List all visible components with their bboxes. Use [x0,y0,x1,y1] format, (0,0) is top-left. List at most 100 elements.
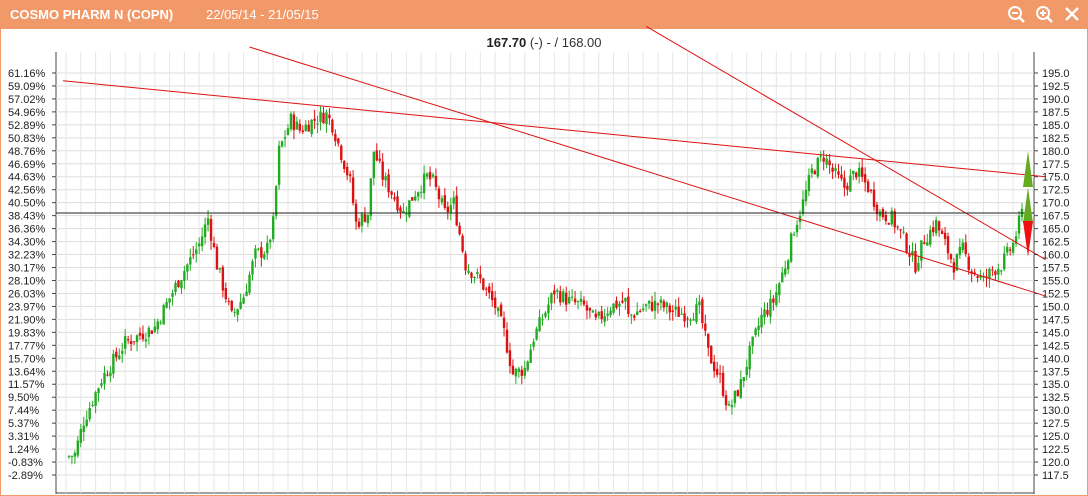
candle-body [627,296,630,315]
percent-tick-label: 3.31% [8,431,39,443]
candle-body [129,340,133,345]
candle-body [446,206,450,212]
candle-body [855,172,858,178]
candle-body [298,123,302,131]
price-tick-label: 140.0 [1042,353,1070,365]
candle-body [369,178,373,216]
candle-body [769,298,772,317]
candle-body [905,233,908,253]
candle-body [106,374,109,376]
candle-body [348,174,352,176]
candle-body [834,168,837,172]
last-price: 167.70 [486,35,527,50]
candle-body [763,309,766,318]
candle-body [1011,242,1015,253]
candle-body [662,301,666,308]
candle-body [115,351,118,358]
zoom-out-icon[interactable] [1005,3,1027,25]
candle-body [1000,270,1003,272]
candle-body [511,365,515,375]
candle-body [431,174,435,177]
candle-body [544,312,547,317]
candle-body [958,246,962,256]
percent-tick-label: 42.56% [8,185,46,197]
candle-body [585,305,589,311]
candle-body [1006,247,1009,253]
price-tick-label: 127.5 [1042,418,1070,430]
price-tick-label: 172.5 [1042,185,1070,197]
candle-body [653,300,657,311]
candle-body [215,246,219,270]
candle-body [458,225,461,235]
candle-body [1003,253,1006,270]
price-tick-label: 157.5 [1042,263,1070,275]
percent-tick-label: 48.76% [8,146,46,158]
candle-body [310,119,313,135]
candle-body [141,333,145,340]
candle-body [399,207,402,212]
price-tick-label: 142.5 [1042,340,1070,352]
percent-tick-label: 11.57% [8,379,45,391]
percent-tick-label: 36.36% [8,224,46,236]
price-tick-label: 187.5 [1042,107,1070,119]
candle-body [138,332,142,336]
candle-body [541,319,544,321]
candle-body [206,218,210,225]
candle-body [843,177,846,188]
quote-separator: - [546,35,551,50]
percent-tick-label: 13.64% [8,366,46,378]
candle-body [73,452,77,457]
candle-body [772,298,775,303]
candle-body [532,341,535,347]
candle-body [381,161,384,180]
candle-body [677,306,680,317]
candle-body [147,327,151,337]
close-icon[interactable] [1061,3,1083,25]
price-tick-label: 122.5 [1042,444,1070,456]
candle-body [704,323,707,331]
candle-body [396,196,399,211]
candle-body [564,292,568,305]
candle-body [570,296,574,298]
candle-body [591,310,595,313]
instrument-title: COSMO PHARM N (COPN) [10,7,174,22]
candle-body [233,311,236,313]
candle-body [858,167,861,177]
candle-body [943,232,947,239]
candle-body [781,272,784,283]
price-tick-label: 162.5 [1042,237,1070,249]
candle-body [313,118,316,121]
candle-body [849,175,852,192]
candle-body [224,288,228,300]
candle-body [810,168,814,174]
candle-body [491,291,494,301]
candle-body [562,291,565,302]
candle-body [754,328,757,335]
candle-body [378,158,381,161]
candle-body [795,224,799,233]
candle-body [902,231,905,233]
candle-body [727,404,731,406]
quote-line: 167.70 (-) - / 168.00 [0,35,1088,50]
candle-body [464,253,467,271]
candle-body [766,310,769,315]
candle-body [135,335,139,343]
zoom-in-icon[interactable] [1033,3,1055,25]
candle-body [872,189,876,207]
candle-body [710,346,713,364]
candle-body [665,302,669,307]
candle-body [434,175,438,187]
percent-tick-label: 5.37% [8,418,39,430]
candle-body [266,242,269,254]
candle-body [852,170,855,175]
price-tick-label: 137.5 [1042,366,1070,378]
candle-body [606,313,609,316]
candle-body [837,171,840,175]
candle-body [1008,249,1012,251]
candle-body [937,221,941,231]
percent-tick-label: 23.97% [8,301,46,313]
candle-body [535,328,538,340]
percent-tick-label: 17.77% [8,340,46,352]
candle-body [505,329,509,353]
